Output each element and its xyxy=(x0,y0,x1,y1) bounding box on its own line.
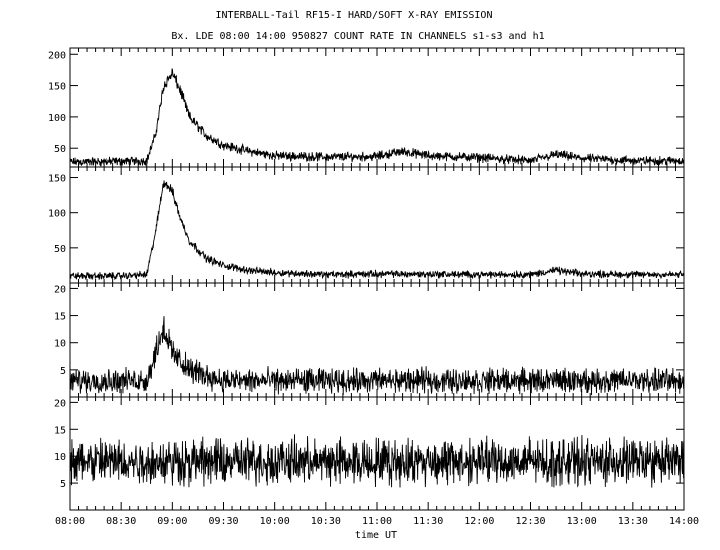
y-tick-label: 200 xyxy=(48,50,66,61)
y-tick-label: 20 xyxy=(54,398,66,409)
y-tick-label: 50 xyxy=(54,244,66,255)
y-tick-label: 100 xyxy=(48,113,66,124)
x-tick-label: 11:30 xyxy=(413,516,443,527)
panel-2: 50 100 150 xyxy=(48,166,685,284)
x-tick-label: 11:00 xyxy=(362,516,392,527)
x-tick-label: 12:00 xyxy=(464,516,494,527)
x-tick-label: 10:00 xyxy=(260,516,290,527)
panel-1: 50 100 150 200 xyxy=(48,47,685,168)
series-line-2 xyxy=(69,180,685,281)
y-tick-label: 5 xyxy=(60,479,66,490)
series-line-1 xyxy=(69,68,685,167)
y-tick-label: 10 xyxy=(54,339,66,350)
y-tick-label: 50 xyxy=(54,144,66,155)
x-tick-label: 09:00 xyxy=(157,516,187,527)
x-tick-label: 09:30 xyxy=(208,516,238,527)
panel-3: 5 10 15 20 xyxy=(54,282,685,398)
series-line-4 xyxy=(69,434,685,488)
y-tick-label: 150 xyxy=(48,174,66,185)
y-tick-label: 5 xyxy=(60,366,66,377)
y-tick-label: 15 xyxy=(54,425,66,436)
y-tick-label: 20 xyxy=(54,284,66,295)
x-tick-label: 08:00 xyxy=(55,516,85,527)
x-tick-labels: 08:00 08:30 09:00 09:30 10:00 10:30 11:00 11:30… xyxy=(55,516,699,527)
panel-4: 5 10 15 20 xyxy=(54,396,685,511)
x-tick-label: 13:00 xyxy=(567,516,597,527)
y-tick-label: 100 xyxy=(48,209,66,220)
x-tick-label: 08:30 xyxy=(106,516,136,527)
y-tick-label: 15 xyxy=(54,312,66,323)
x-tick-label: 14:00 xyxy=(669,516,699,527)
x-axis-label: time UT xyxy=(355,530,397,541)
x-tick-label: 12:30 xyxy=(515,516,545,527)
panel-frame xyxy=(69,47,685,168)
y-tick-label: 150 xyxy=(48,82,66,93)
chart-subtitle: Bx. LDE 08:00 14:00 950827 COUNT RATE IN… xyxy=(171,31,544,42)
y-tick-label: 10 xyxy=(54,452,66,463)
series-line-3 xyxy=(69,316,685,396)
x-tick-label: 10:30 xyxy=(311,516,341,527)
x-tick-label: 13:30 xyxy=(618,516,648,527)
chart-title: INTERBALL-Tail RF15-I HARD/SOFT X-RAY EM… xyxy=(216,10,493,21)
panel-frame xyxy=(69,166,685,284)
